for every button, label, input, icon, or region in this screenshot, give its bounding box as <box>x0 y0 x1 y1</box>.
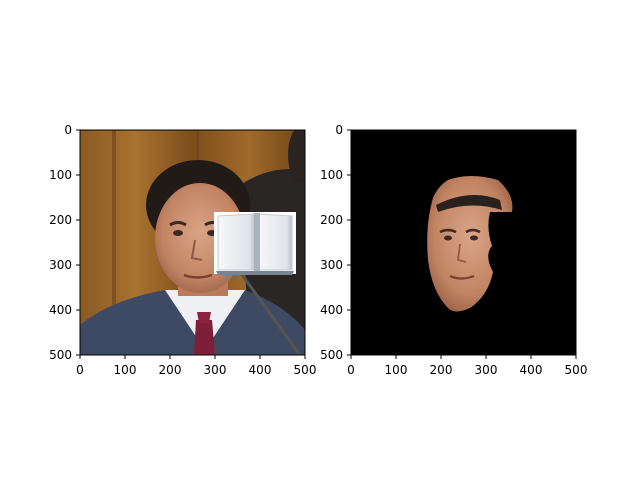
left-y-tick-label: 200 <box>49 213 72 227</box>
left-x-tick-label: 400 <box>249 363 272 377</box>
book-icon <box>214 212 296 275</box>
right-x-tick-label: 200 <box>430 363 453 377</box>
axes-right: 0 100 200 300 400 500 0 100 200 300 400 500 <box>320 123 587 377</box>
left-x-tick-label: 500 <box>294 363 317 377</box>
ticks-right: 0 100 200 300 400 500 0 100 200 300 400 500 <box>320 123 587 377</box>
photo-image <box>80 130 305 355</box>
left-x-tick-label: 0 <box>76 363 84 377</box>
right-y-tick-label: 200 <box>320 213 343 227</box>
left-y-tick-label: 300 <box>49 258 72 272</box>
axes-left-frame <box>79 129 306 356</box>
left-y-tick-label: 100 <box>49 168 72 182</box>
right-y-tick-label: 0 <box>335 123 343 137</box>
segmented-face-image <box>351 130 576 355</box>
axes-left: 0 100 200 300 400 500 0 100 200 300 400 500 <box>49 123 316 377</box>
right-x-tick-label: 500 <box>565 363 588 377</box>
right-y-tick-label: 500 <box>320 348 343 362</box>
right-y-tick-label: 300 <box>320 258 343 272</box>
right-x-tick-label: 400 <box>520 363 543 377</box>
left-x-tick-label: 200 <box>159 363 182 377</box>
ticks-left: 0 100 200 300 400 500 0 100 200 300 400 500 <box>49 123 316 377</box>
right-x-tick-label: 300 <box>475 363 498 377</box>
right-y-tick-label: 400 <box>320 303 343 317</box>
left-y-tick-label: 0 <box>64 123 72 137</box>
left-y-tick-label: 500 <box>49 348 72 362</box>
right-y-tick-label: 100 <box>320 168 343 182</box>
left-x-tick-label: 300 <box>204 363 227 377</box>
left-y-tick-label: 400 <box>49 303 72 317</box>
right-x-tick-label: 0 <box>347 363 355 377</box>
right-x-tick-label: 100 <box>385 363 408 377</box>
axes-right-frame <box>350 129 577 356</box>
left-x-tick-label: 100 <box>114 363 137 377</box>
